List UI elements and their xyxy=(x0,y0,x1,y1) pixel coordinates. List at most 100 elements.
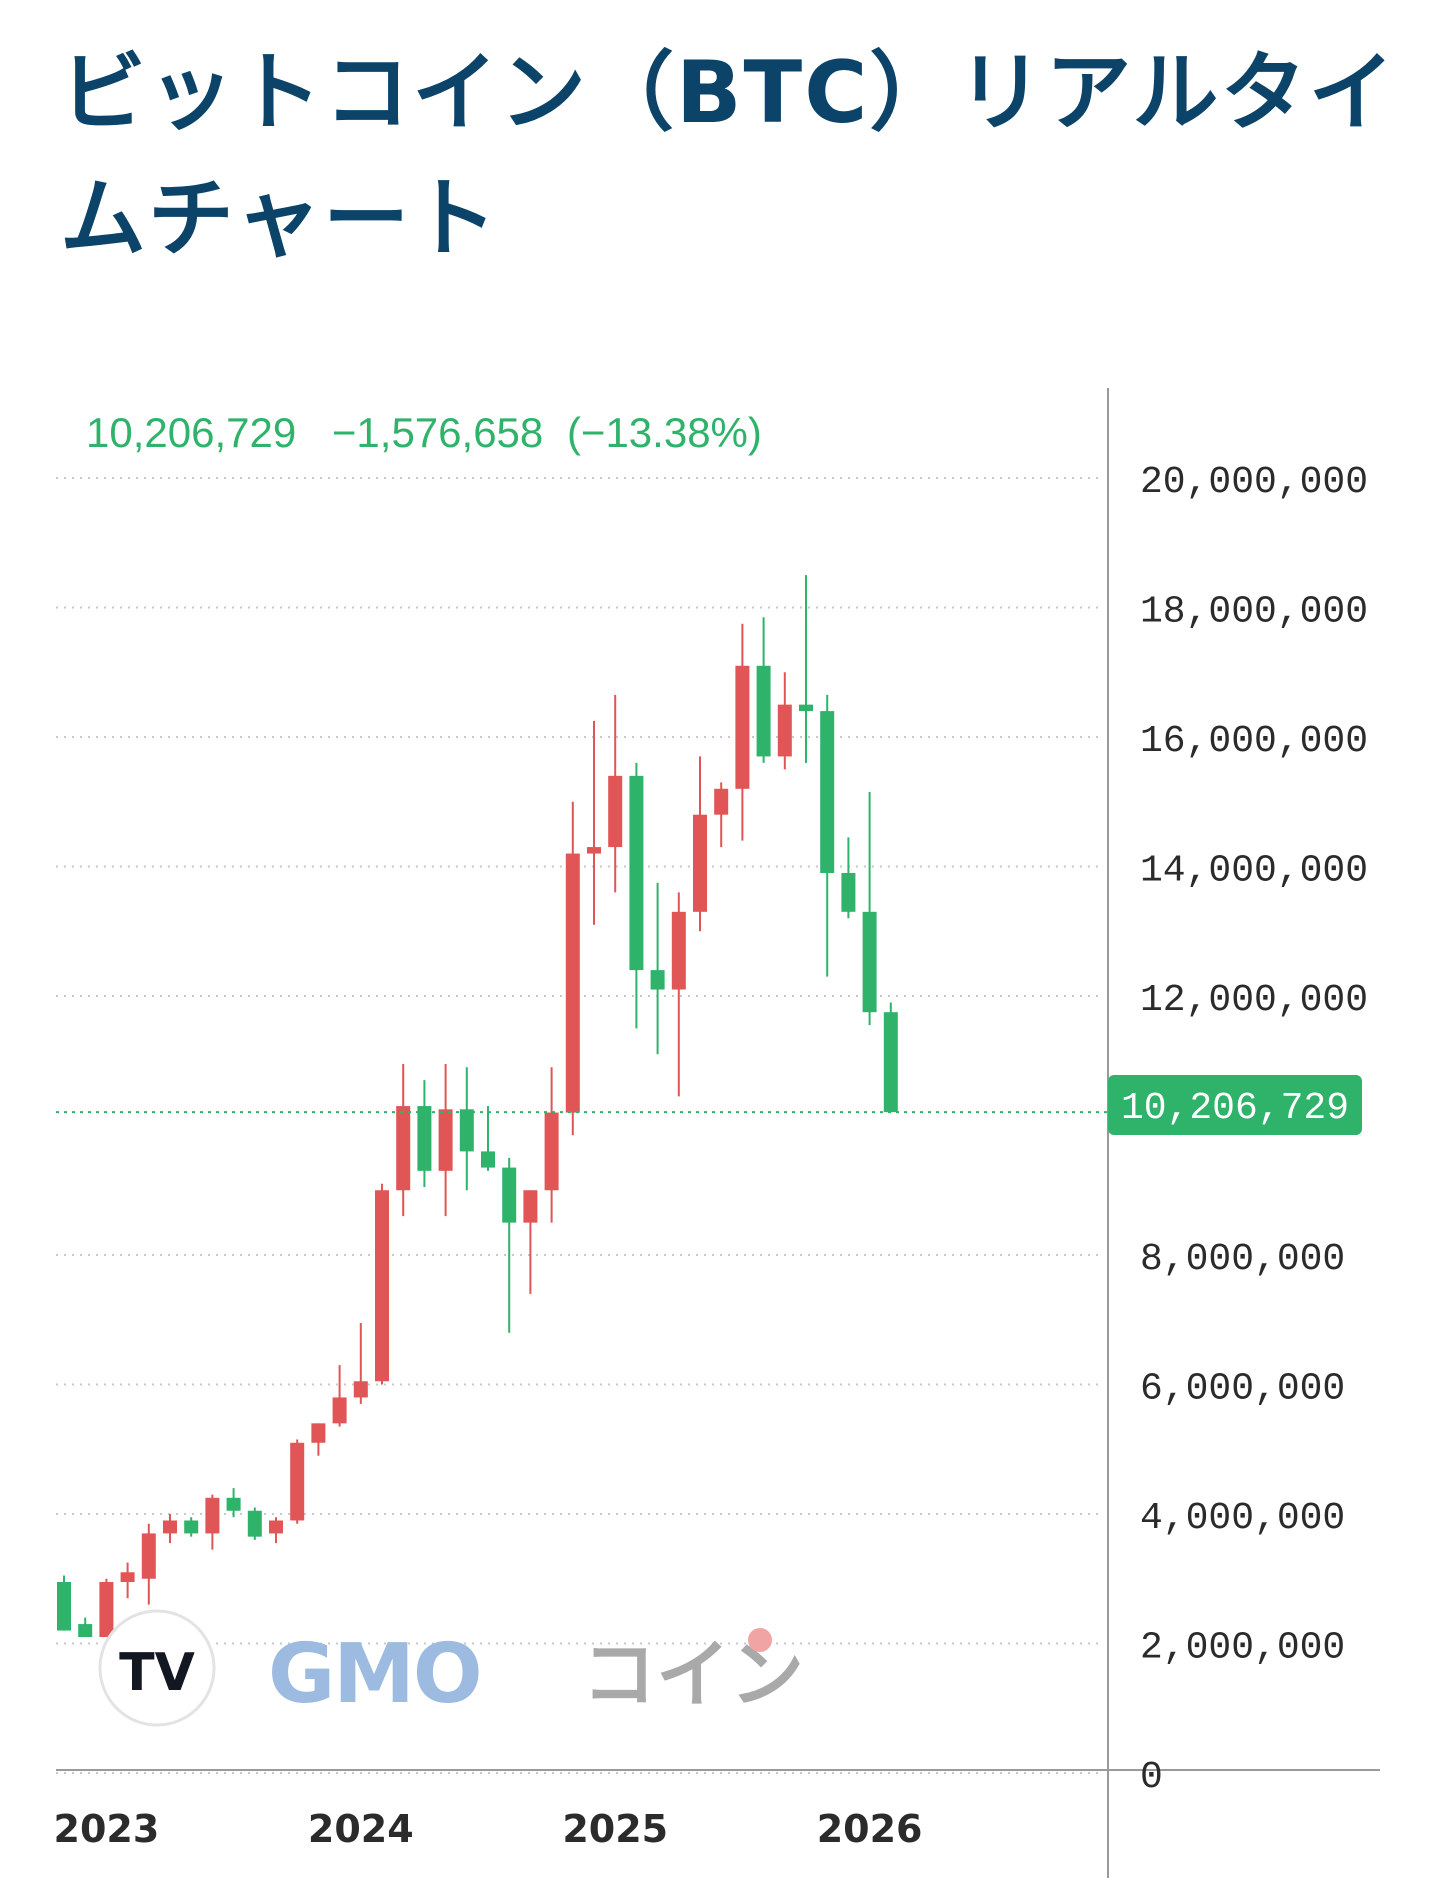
price-axis-tick-label: 18,000,000 xyxy=(1140,591,1368,634)
price-axis-tick-label: 8,000,000 xyxy=(1140,1238,1345,1281)
last-price-badge: 10,206,729 xyxy=(1108,1075,1362,1135)
quote-summary: 10,206,729 −1,576,658 (−13.38%) xyxy=(86,409,762,456)
candle-body xyxy=(841,872,856,912)
candle[interactable] xyxy=(205,1494,220,1550)
candle[interactable] xyxy=(671,892,686,1097)
time-axis-labels: 2023 2024 2025 2026 xyxy=(54,1807,923,1851)
tradingview-logo-mark: TV xyxy=(119,1643,195,1703)
candle[interactable] xyxy=(608,694,623,893)
candle[interactable] xyxy=(862,792,877,1026)
candle-body xyxy=(799,704,813,712)
candle[interactable] xyxy=(693,756,707,932)
gridlines xyxy=(56,477,1104,1774)
page-title: ビットコイン（BTC）リアルタイムチャート xyxy=(60,43,1397,269)
price-axis-tick-label: 20,000,000 xyxy=(1140,461,1368,504)
tradingview-logo-circle xyxy=(98,1609,216,1727)
candle-body xyxy=(99,1581,114,1638)
candle[interactable] xyxy=(714,782,729,848)
last-price-badge-bg xyxy=(1108,1075,1362,1135)
candle[interactable] xyxy=(269,1517,283,1544)
candle-body xyxy=(269,1520,283,1534)
candle-body xyxy=(735,665,750,789)
candle-body xyxy=(587,847,601,854)
candle-body xyxy=(714,788,729,815)
candle-body xyxy=(438,1109,453,1171)
candle-body xyxy=(205,1497,220,1534)
candle[interactable] xyxy=(502,1157,517,1333)
candle-body xyxy=(290,1442,305,1521)
time-axis-tick-label: 2026 xyxy=(817,1807,923,1851)
price-axis-tick-label: 0 xyxy=(1140,1756,1163,1799)
candle[interactable] xyxy=(544,1067,559,1223)
candle[interactable] xyxy=(735,623,750,841)
candle[interactable] xyxy=(353,1322,368,1404)
axes xyxy=(56,388,1380,1878)
candle-body xyxy=(608,775,623,848)
candle[interactable] xyxy=(523,1190,538,1294)
candle[interactable] xyxy=(459,1067,474,1191)
last-price-badge-text: 10,206,729 xyxy=(1121,1087,1349,1130)
candle[interactable] xyxy=(120,1562,135,1599)
candle-body xyxy=(671,911,686,990)
price-axis-tick-label: 12,000,000 xyxy=(1140,979,1368,1022)
candle[interactable] xyxy=(226,1488,241,1518)
candle[interactable] xyxy=(777,672,792,770)
candle[interactable] xyxy=(799,575,813,763)
candle-body xyxy=(862,911,877,1013)
price-axis-tick-label: 6,000,000 xyxy=(1140,1368,1345,1411)
candle-body xyxy=(481,1151,495,1168)
candle-body xyxy=(459,1109,474,1152)
candle-body xyxy=(565,853,580,1113)
candle-body xyxy=(502,1167,517,1223)
candle-body xyxy=(78,1624,93,1638)
price-axis-labels: 20,000,000 18,000,000 16,000,000 14,000,000… xyxy=(1140,461,1368,1799)
price-axis-tick-label: 2,000,000 xyxy=(1140,1627,1345,1670)
gmo-logo-dot-icon xyxy=(748,1628,772,1652)
candle[interactable] xyxy=(57,1575,71,1631)
candle-body xyxy=(693,814,707,912)
candle[interactable] xyxy=(883,1002,898,1113)
candle-body xyxy=(756,665,771,757)
candle[interactable] xyxy=(629,762,644,1029)
candle[interactable] xyxy=(290,1439,305,1524)
candle-body xyxy=(375,1190,389,1382)
candle-body xyxy=(544,1112,559,1191)
time-axis-tick-label: 2025 xyxy=(562,1807,668,1851)
quote-change: −1,576,658 xyxy=(332,409,543,456)
price-axis-tick-label: 14,000,000 xyxy=(1140,850,1368,893)
candle-body xyxy=(184,1520,199,1534)
candle-body xyxy=(57,1581,71,1631)
candles[interactable] xyxy=(57,575,898,1638)
candle-body xyxy=(332,1397,347,1424)
candle[interactable] xyxy=(163,1514,177,1544)
candle[interactable] xyxy=(332,1365,347,1427)
candle[interactable] xyxy=(565,801,580,1136)
candle[interactable] xyxy=(375,1183,389,1385)
candle[interactable] xyxy=(820,694,835,977)
candle[interactable] xyxy=(396,1063,411,1217)
candle-body xyxy=(226,1497,241,1511)
time-axis-tick-label: 2024 xyxy=(308,1807,414,1851)
candle-body xyxy=(523,1190,538,1223)
candle[interactable] xyxy=(78,1617,93,1638)
candle[interactable] xyxy=(247,1507,262,1540)
candle[interactable] xyxy=(99,1578,114,1638)
candle[interactable] xyxy=(756,617,771,763)
candle-body xyxy=(163,1520,177,1534)
candle[interactable] xyxy=(650,882,665,1055)
price-axis-tick-label: 16,000,000 xyxy=(1140,720,1368,763)
candle[interactable] xyxy=(417,1080,432,1188)
candle[interactable] xyxy=(481,1106,495,1171)
candle[interactable] xyxy=(141,1523,156,1605)
candle-body xyxy=(396,1106,411,1191)
candle[interactable] xyxy=(311,1423,326,1456)
candle[interactable] xyxy=(438,1063,453,1217)
candle-body xyxy=(311,1423,326,1443)
candle[interactable] xyxy=(841,837,856,919)
tradingview-logo[interactable]: TV xyxy=(98,1609,216,1727)
candle[interactable] xyxy=(184,1517,199,1537)
candle[interactable] xyxy=(587,720,601,925)
candle-body xyxy=(120,1572,135,1582)
candle-body xyxy=(777,704,792,757)
